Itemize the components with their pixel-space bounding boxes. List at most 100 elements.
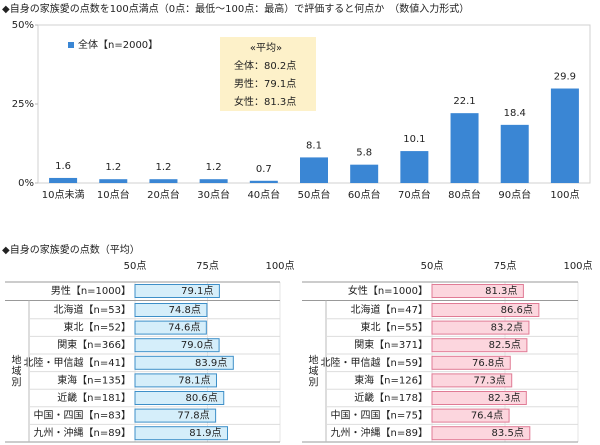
value-label: 1.6 xyxy=(55,161,71,172)
value-label: 74.8点 xyxy=(169,304,201,316)
value-label: 79.0点 xyxy=(181,339,213,351)
x-tick-label: 100点 xyxy=(265,260,294,272)
x-tick-label: 50点 xyxy=(421,260,444,272)
bar xyxy=(300,157,328,183)
x-tick-label: 30点台 xyxy=(197,188,230,201)
legend-label: 全体【n=2000】 xyxy=(78,38,158,51)
bar xyxy=(350,164,379,183)
bar xyxy=(431,391,527,405)
value-label: 82.5点 xyxy=(489,339,521,351)
category-label: 東北【n=55】 xyxy=(361,321,428,334)
category-label: 男性【n=1000】 xyxy=(51,284,131,297)
section-title: ◆自身の家族愛の点数（平均） xyxy=(2,243,140,256)
bar xyxy=(431,338,528,353)
value-label: 82.3点 xyxy=(488,392,520,404)
annotation: 男性：79.1点 xyxy=(234,77,296,90)
x-tick-label: 75点 xyxy=(196,260,219,272)
bar xyxy=(99,179,128,183)
value-label: 80.6点 xyxy=(185,392,217,404)
category-label: 九州・沖縄【n=89】 xyxy=(34,426,131,439)
group-label: 地域別 xyxy=(306,353,318,387)
value-label: 74.6点 xyxy=(168,322,200,334)
value-label: 83.9点 xyxy=(195,357,227,369)
bar xyxy=(134,355,234,370)
bar xyxy=(134,426,229,441)
category-label: 近畿【n=178】 xyxy=(354,391,428,404)
category-label: 北陸・甲信越【n=41】 xyxy=(24,356,131,369)
y-tick-label: 25% xyxy=(12,99,34,110)
value-label: 81.9点 xyxy=(189,427,221,439)
bar xyxy=(550,88,579,183)
x-tick-label: 50点台 xyxy=(298,188,331,201)
bar xyxy=(134,408,217,423)
bar xyxy=(134,391,225,405)
category-label: 関東【n=371】 xyxy=(354,338,428,351)
value-label: 81.3点 xyxy=(485,285,517,297)
value-label: 0.7 xyxy=(256,164,272,175)
value-label: 76.8点 xyxy=(472,357,504,369)
x-tick-label: 50点 xyxy=(124,260,147,272)
bar xyxy=(400,151,429,183)
bar xyxy=(134,303,208,317)
value-label: 1.2 xyxy=(105,162,121,173)
bar xyxy=(134,373,217,388)
value-label: 10.1 xyxy=(403,134,425,145)
category-label: 女性【n=1000】 xyxy=(348,284,428,297)
value-label: 1.2 xyxy=(156,162,172,173)
value-label: 1.2 xyxy=(206,162,222,173)
y-tick-label: 0% xyxy=(18,178,34,189)
value-label: 83.5点 xyxy=(492,427,524,439)
bar xyxy=(49,177,78,183)
bar xyxy=(450,113,479,183)
x-tick-label: 20点台 xyxy=(147,188,180,201)
bar xyxy=(431,426,531,441)
bar xyxy=(134,338,220,353)
x-tick-label: 10点台 xyxy=(97,188,130,201)
value-label: 79.1点 xyxy=(181,285,213,297)
group-label: 地域別 xyxy=(9,353,21,387)
bar xyxy=(431,303,540,317)
x-tick-label: 90点台 xyxy=(498,188,531,201)
category-label: 九州・沖縄【n=89】 xyxy=(331,426,428,439)
category-label: 東北【n=52】 xyxy=(64,321,131,334)
category-label: 東海【n=126】 xyxy=(354,373,428,386)
category-label: 北海道【n=47】 xyxy=(351,303,428,316)
value-label: 77.3点 xyxy=(473,374,505,386)
legend-swatch xyxy=(68,42,74,48)
chart-title: ◆自身の家族愛の点数を100点満点（0点：最低～100点：最高）で評価すると何点… xyxy=(2,2,469,15)
category-label: 近畿【n=181】 xyxy=(57,391,131,404)
value-label: 83.2点 xyxy=(491,322,523,334)
x-tick-label: 40点台 xyxy=(247,188,280,201)
bar xyxy=(431,408,510,423)
bar xyxy=(431,373,513,388)
x-tick-label: 100点 xyxy=(550,189,579,201)
category-label: 東海【n=135】 xyxy=(57,373,131,386)
category-label: 中国・四国【n=75】 xyxy=(331,409,428,422)
bar xyxy=(500,124,529,183)
value-label: 76.4点 xyxy=(471,410,503,422)
x-tick-label: 70点台 xyxy=(398,188,431,201)
annotation: «平均» xyxy=(250,42,282,54)
value-label: 8.1 xyxy=(306,140,322,151)
value-label: 18.4 xyxy=(504,108,526,119)
bar xyxy=(249,180,278,183)
value-label: 78.1点 xyxy=(178,374,210,386)
category-label: 北陸・甲信越【n=59】 xyxy=(321,356,428,369)
x-tick-label: 100点 xyxy=(563,260,592,272)
x-tick-label: 10点未満 xyxy=(42,189,85,201)
category-label: 関東【n=366】 xyxy=(57,338,131,351)
category-label: 中国・四国【n=83】 xyxy=(34,409,131,422)
value-label: 77.8点 xyxy=(177,410,209,422)
annotation: 全体：80.2点 xyxy=(234,59,296,72)
y-tick-label: 50% xyxy=(12,20,34,31)
category-label: 北海道【n=53】 xyxy=(54,303,131,316)
bar xyxy=(134,320,207,335)
bar xyxy=(431,355,511,370)
value-label: 5.8 xyxy=(356,148,372,159)
annotation: 女性：81.3点 xyxy=(234,95,296,108)
x-tick-label: 80点台 xyxy=(448,188,481,201)
value-label: 86.6点 xyxy=(501,304,533,316)
bar xyxy=(149,179,178,183)
x-tick-label: 60点台 xyxy=(348,188,381,201)
